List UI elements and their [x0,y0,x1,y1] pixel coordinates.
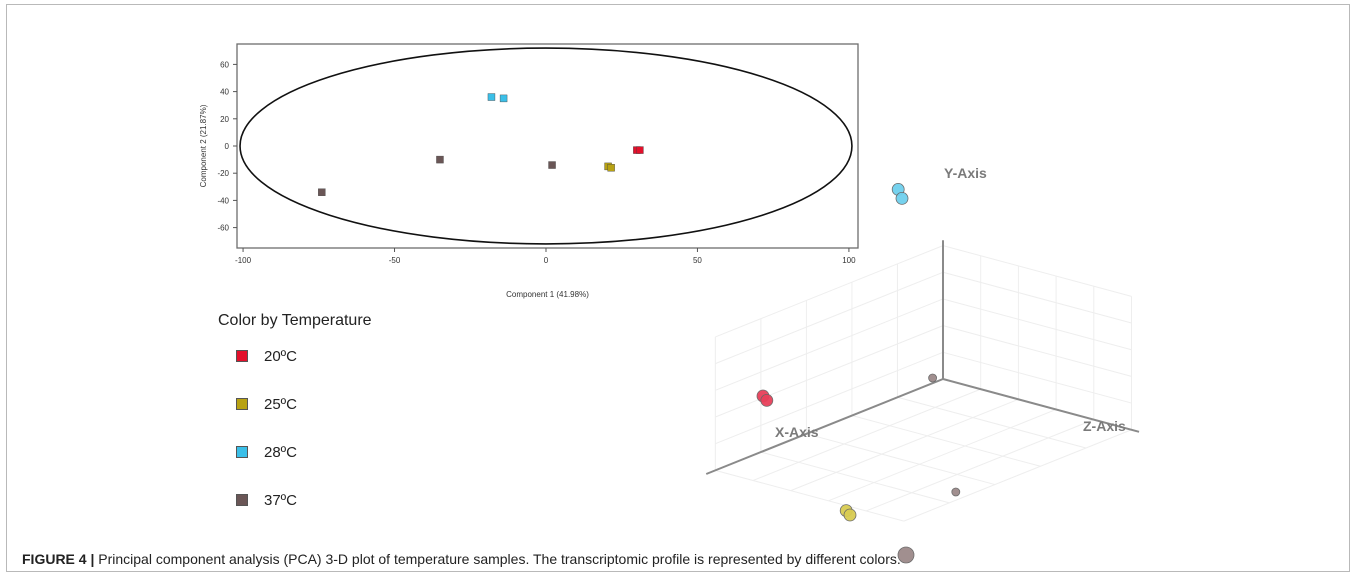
legend-swatch-20c [236,350,248,362]
y-tick-label: -60 [217,224,229,233]
legend-title: Color by Temperature [218,312,372,329]
y-axis-label: Y-Axis [944,165,987,181]
x-axis-title: Component 1 (41.98%) [506,290,589,299]
x-tick-label: 100 [842,256,856,265]
pca2d-point [607,164,615,172]
legend-label-37c: 37ºC [264,491,297,509]
legend-swatch-37c [236,494,248,506]
y-tick-label: -20 [217,169,229,178]
pca3d-gridline [715,271,944,365]
pca3d-point [843,508,857,522]
legend-item-25c: 25ºC [218,392,372,416]
pca3d-gridline [790,398,1019,492]
pca2d-point [436,155,444,164]
pca3d-gridline [903,429,1132,522]
x-axis-label: X-Axis [775,424,819,440]
legend-label-20c: 20ºC [264,347,297,365]
pca3d-gridline [715,298,944,391]
legend-item-28c: 28ºC [218,440,372,464]
x-tick-label: -50 [389,256,401,265]
x-tick-label: -100 [235,256,252,265]
x-tick-label: 50 [693,256,702,265]
pca3d-gridline [942,298,1132,351]
pca3d-point [928,373,937,383]
pca3d-gridline [828,408,1057,502]
pca3d-gridline [851,415,1041,467]
pca2d-point [636,146,644,154]
pca3d-gridline [715,469,904,522]
legend-item-37c: 37ºC [218,488,372,512]
pca3d-gridline [942,245,1132,297]
x-tick-label: 0 [544,256,549,265]
pca3d-gridline [942,351,1132,404]
pca3d-point [951,487,961,497]
pca2d-point [318,188,326,196]
z-axis-line [942,378,1140,433]
legend: Color by Temperature 20ºC 25ºC 28ºC 37ºC [218,312,372,536]
legend-swatch-28c [236,446,248,458]
pca3d-gridline [806,433,996,486]
pca3d-point [897,546,915,564]
caption-text: Principal component analysis (PCA) 3-D p… [94,551,901,567]
pca2d-point [499,94,508,103]
pca3d-gridline [942,271,1132,324]
y-tick-label: -40 [217,196,229,205]
y-tick-label: 0 [225,142,230,151]
y-tick-label: 40 [220,88,229,97]
y-tick-label: 20 [220,115,229,124]
y-tick-label: 60 [220,60,229,69]
legend-swatch-25c [236,398,248,410]
pca3d-point [895,191,909,205]
pca3d-point [760,393,774,407]
pca3d-gridline [715,245,944,338]
legend-label-25c: 25ºC [264,395,297,413]
z-axis-label: Z-Axis [1083,418,1126,434]
pca3d-gridline [715,351,944,445]
caption-label: FIGURE 4 | [22,551,95,567]
x-axis-line [705,378,944,475]
pca3d-gridline [942,325,1132,377]
pca3d-gridline [760,451,950,504]
legend-item-20c: 20ºC [218,344,372,368]
pca3d-gridline [715,325,944,418]
pca2d-point [548,161,556,169]
confidence-ellipse [239,47,853,245]
y-axis-title: Component 2 (21.87%) [199,104,208,187]
figure-caption: FIGURE 4 | Principal component analysis … [22,551,901,567]
pca2d-point [487,93,496,101]
legend-label-28c: 28ºC [264,443,297,461]
pca3d-gridline [752,388,981,481]
plot-area [236,43,859,249]
pca3d-gridline [897,396,1087,449]
pca3d-gridline [865,419,1094,512]
